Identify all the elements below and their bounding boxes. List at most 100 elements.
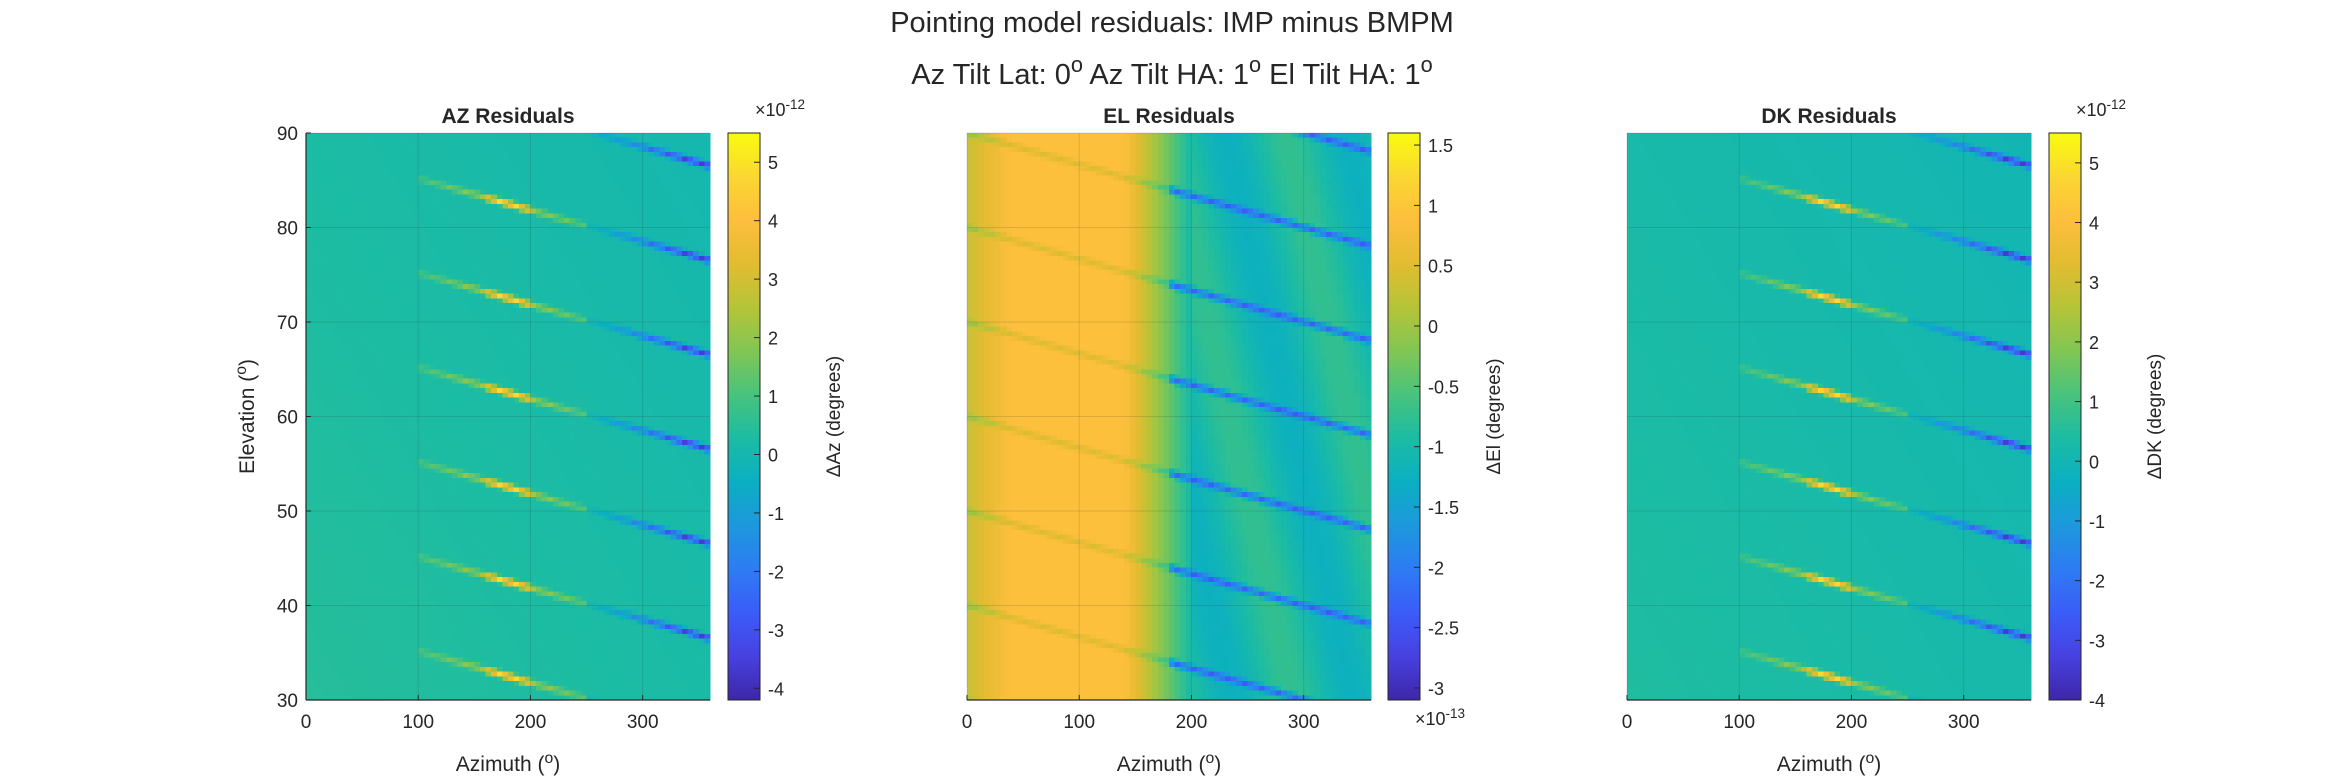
heatmap-cell [508,218,514,223]
heatmap-cell [458,298,464,303]
heatmap-cell [643,289,649,294]
heatmap-cell [429,199,435,204]
heatmap-cell [446,218,452,223]
heatmap-cell [631,383,637,388]
heatmap-cell [480,176,486,181]
heatmap-cell [317,161,323,166]
heatmap-cell [390,176,396,181]
heatmap-cell [581,388,587,393]
heatmap-cell [688,138,694,143]
heatmap-cell [368,440,374,445]
heatmap-cell [441,421,447,426]
heatmap-cell [671,199,677,204]
heatmap-cell [598,270,604,275]
heatmap-cell [390,218,396,223]
heatmap-cell [362,138,368,143]
heatmap-cell [480,365,486,370]
heatmap-cell [446,251,452,256]
heatmap-cell [648,426,654,431]
heatmap-cell [704,421,710,426]
heatmap-cell [547,450,553,455]
heatmap-cell [542,133,548,138]
heatmap-cell [497,360,503,365]
heatmap-cell [452,459,458,464]
heatmap-cell [502,454,508,459]
heatmap-cell [603,190,609,195]
heatmap-cell [603,261,609,266]
heatmap-cell [390,284,396,289]
heatmap-cell [480,426,486,431]
heatmap-cell [542,284,548,289]
heatmap-cell [682,421,688,426]
heatmap-cell [474,435,480,440]
heatmap-cell [379,322,385,327]
heatmap-cell [514,388,520,393]
heatmap-cell [396,431,402,436]
heatmap-cell [592,228,598,233]
heatmap-cell [424,350,430,355]
heatmap-cell [508,322,514,327]
heatmap-cell [665,355,671,360]
heatmap-cell [536,213,542,218]
heatmap-cell [620,421,626,426]
heatmap-cell [559,152,565,157]
heatmap-cell [603,199,609,204]
heatmap-cell [306,242,312,247]
heatmap-cell [486,303,492,308]
heatmap-cell [648,327,654,332]
heatmap-cell [665,194,671,199]
heatmap-cell [564,242,570,247]
heatmap-cell [312,365,318,370]
heatmap-cell [458,355,464,360]
heatmap-cell [452,204,458,209]
heatmap-cell [581,251,587,256]
heatmap-cell [553,398,559,403]
heatmap-cell [323,407,329,412]
heatmap-cell [357,279,363,284]
heatmap-cell [469,279,475,284]
heatmap-cell [362,171,368,176]
heatmap-cell [564,346,570,351]
heatmap-cell [643,152,649,157]
heatmap-cell [396,185,402,190]
heatmap-cell [312,355,318,360]
heatmap-cell [357,417,363,422]
heatmap-cell [676,379,682,384]
heatmap-cell [603,279,609,284]
heatmap-cell [312,279,318,284]
heatmap-cell [631,242,637,247]
heatmap-cell [379,331,385,336]
heatmap-cell [491,421,497,426]
heatmap-cell [441,407,447,412]
heatmap-cell [643,284,649,289]
heatmap-cell [648,275,654,280]
heatmap-cell [463,308,469,313]
heatmap-cell [514,402,520,407]
heatmap-cell [587,142,593,147]
heatmap-cell [458,142,464,147]
heatmap-cell [665,209,671,214]
heatmap-cell [368,426,374,431]
heatmap-cell [575,199,581,204]
heatmap-cell [682,440,688,445]
heatmap-cell [441,450,447,455]
heatmap-cell [486,431,492,436]
heatmap-cell [693,303,699,308]
heatmap-cell [351,185,357,190]
heatmap-cell [631,346,637,351]
heatmap-cell [536,185,542,190]
heatmap-cell [497,176,503,181]
heatmap-cell [575,313,581,318]
heatmap-cell [446,454,452,459]
heatmap-cell [458,199,464,204]
heatmap-cell [626,190,632,195]
heatmap-cell [631,194,637,199]
heatmap-cell [424,176,430,181]
heatmap-cell [598,313,604,318]
heatmap-cell [542,190,548,195]
heatmap-cell [328,454,334,459]
heatmap-cell [547,417,553,422]
heatmap-cell [581,256,587,261]
heatmap-cell [592,176,598,181]
heatmap-cell [480,242,486,247]
